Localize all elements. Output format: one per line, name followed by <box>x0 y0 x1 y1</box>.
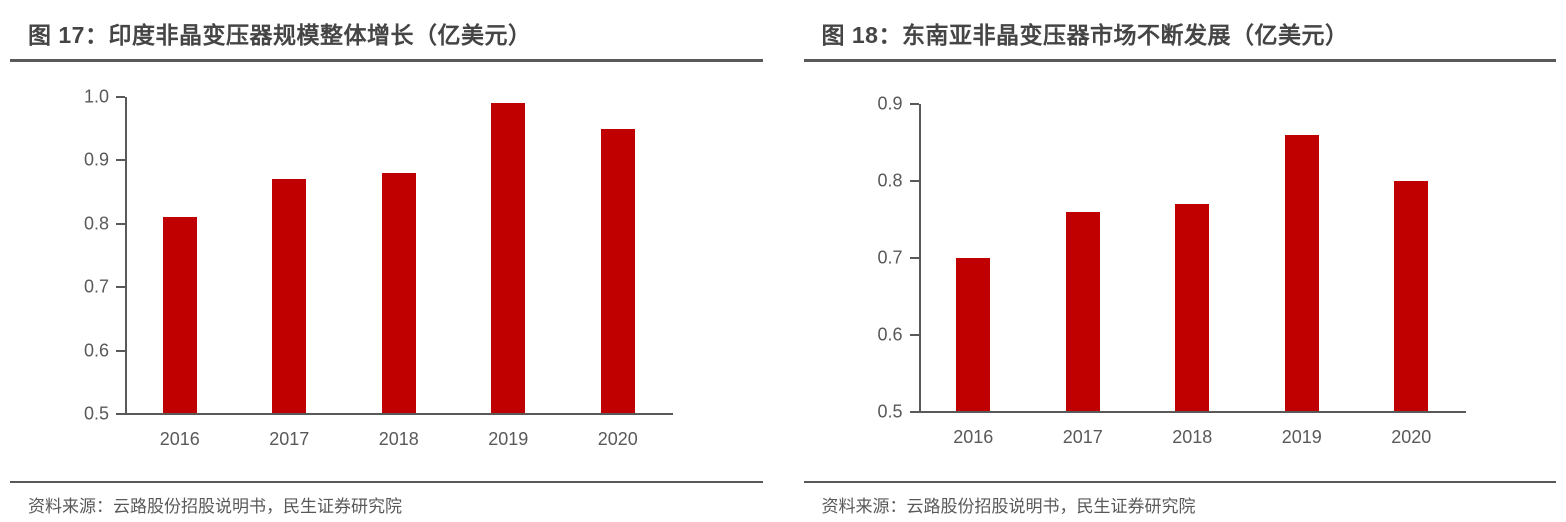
figure-17-bar-chart: 0.5 0.6 0.7 0.8 0.9 1.0 2016 2017 2018 2019 2020 <box>10 62 763 481</box>
figure-17-title: 图 17：印度非晶变压器规模整体增长（亿美元） <box>10 0 763 62</box>
y-axis-tick <box>116 286 125 289</box>
y-axis-tick <box>116 159 125 162</box>
y-axis-line <box>918 104 921 412</box>
bar <box>272 179 307 414</box>
x-axis-label: 2019 <box>488 429 529 449</box>
y-axis-label: 0.8 <box>83 213 109 234</box>
bar <box>1284 134 1319 412</box>
x-axis-label: 2016 <box>953 427 994 447</box>
bar <box>1065 211 1100 412</box>
y-axis-label: 1.0 <box>83 86 109 107</box>
y-axis-tick <box>116 222 125 225</box>
x-axis-label: 2018 <box>1172 427 1213 447</box>
y-axis-label: 0.6 <box>877 324 903 345</box>
x-axis-label: 2016 <box>159 429 200 449</box>
figure-18-title: 图 18：东南亚非晶变压器市场不断发展（亿美元） <box>803 0 1556 62</box>
bar <box>491 103 526 414</box>
y-axis-tick <box>909 180 919 182</box>
x-axis-label: 2019 <box>1281 427 1322 447</box>
plot-area: 0.5 0.6 0.7 0.8 0.9 2016 2017 2018 2019 2020 <box>877 94 1466 447</box>
y-axis-label: 0.8 <box>877 170 903 191</box>
bar <box>1394 181 1429 412</box>
bar <box>600 128 635 414</box>
y-axis-tick <box>909 257 919 259</box>
x-axis-label: 2020 <box>597 429 638 449</box>
y-axis-tick <box>909 334 919 336</box>
x-axis-line <box>909 410 1466 413</box>
bar <box>381 173 416 414</box>
figure-18-source: 资料来源：云路股份招股说明书，民生证券研究院 <box>803 481 1556 517</box>
y-axis-label: 0.5 <box>83 403 109 424</box>
figure-17-source: 资料来源：云路股份招股说明书，民生证券研究院 <box>10 481 763 517</box>
bar <box>162 217 197 414</box>
figure-18-panel: 图 18：东南亚非晶变压器市场不断发展（亿美元） 0.5 0.6 0.7 0.8 0.9… <box>803 0 1557 522</box>
x-axis-label: 2020 <box>1391 427 1432 447</box>
bar <box>1175 204 1210 412</box>
y-axis-label: 0.7 <box>83 276 109 297</box>
y-axis-label: 0.6 <box>83 340 109 361</box>
plot-area: 0.5 0.6 0.7 0.8 0.9 1.0 2016 2017 2018 2019 2020 <box>84 87 673 449</box>
y-axis-label: 0.9 <box>877 93 903 114</box>
bar <box>956 258 991 412</box>
y-axis-label: 0.9 <box>83 149 109 170</box>
x-axis-label: 2017 <box>1062 427 1103 447</box>
y-axis-tick <box>909 103 919 105</box>
figure-18-bar-chart: 0.5 0.6 0.7 0.8 0.9 2016 2017 2018 2019 2020 <box>804 62 1557 481</box>
x-axis-line <box>116 412 673 415</box>
y-axis-line <box>125 97 127 414</box>
x-axis-label: 2018 <box>378 429 419 449</box>
x-axis-label: 2017 <box>269 429 310 449</box>
y-axis-label: 0.7 <box>877 247 903 268</box>
figure-17-panel: 图 17：印度非晶变压器规模整体增长（亿美元） 0.5 0.6 0.7 0.8 0.9 1… <box>10 0 763 522</box>
y-axis-tick <box>116 96 125 98</box>
y-axis-label: 0.5 <box>877 401 903 422</box>
y-axis-tick <box>116 349 125 352</box>
